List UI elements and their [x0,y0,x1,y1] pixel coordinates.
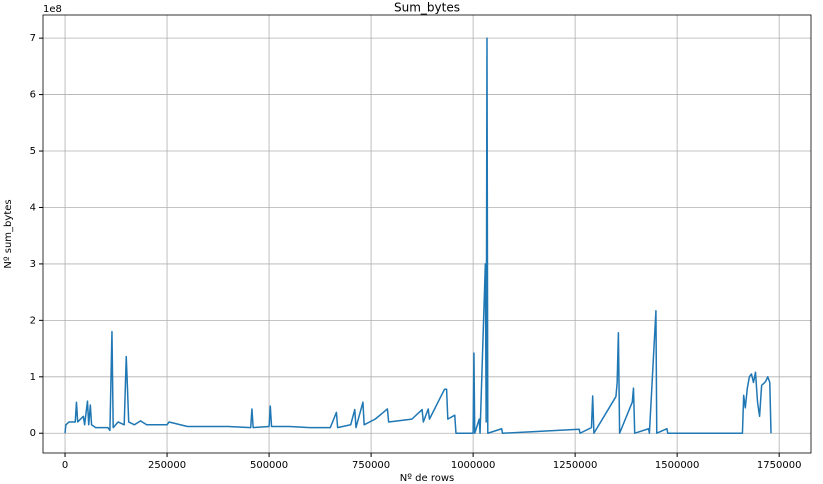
plot-frame [42,14,812,454]
x-tick-label: 250000 [148,460,186,471]
x-tick-label: 1000000 [451,460,496,471]
y-tick-label: 5 [30,146,36,157]
x-tick-label: 1750000 [757,460,802,471]
x-tick-label: 0 [62,460,68,471]
x-tick-label: 1250000 [553,460,598,471]
y-tick-label: 6 [30,90,36,101]
y-tick-label: 7 [30,33,36,44]
x-axis-label: Nº de rows [400,473,454,484]
y-axis-label: Nº sum_bytes [3,199,14,268]
x-tick-label: 500000 [250,460,288,471]
y-offset-label: 1e8 [43,4,62,15]
data-line [64,37,772,434]
x-tick-label: 1500000 [655,460,700,471]
y-tick-label: 4 [30,202,36,213]
x-tick-label: 750000 [352,460,390,471]
y-tick-label: 0 [30,428,36,439]
chart-title: Sum_bytes [394,1,460,15]
y-tick-label: 2 [30,315,36,326]
y-tick-label: 1 [30,372,36,383]
y-tick-label: 3 [30,259,36,270]
